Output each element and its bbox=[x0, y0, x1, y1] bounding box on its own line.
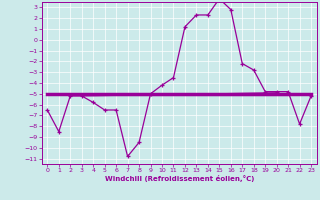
X-axis label: Windchill (Refroidissement éolien,°C): Windchill (Refroidissement éolien,°C) bbox=[105, 175, 254, 182]
